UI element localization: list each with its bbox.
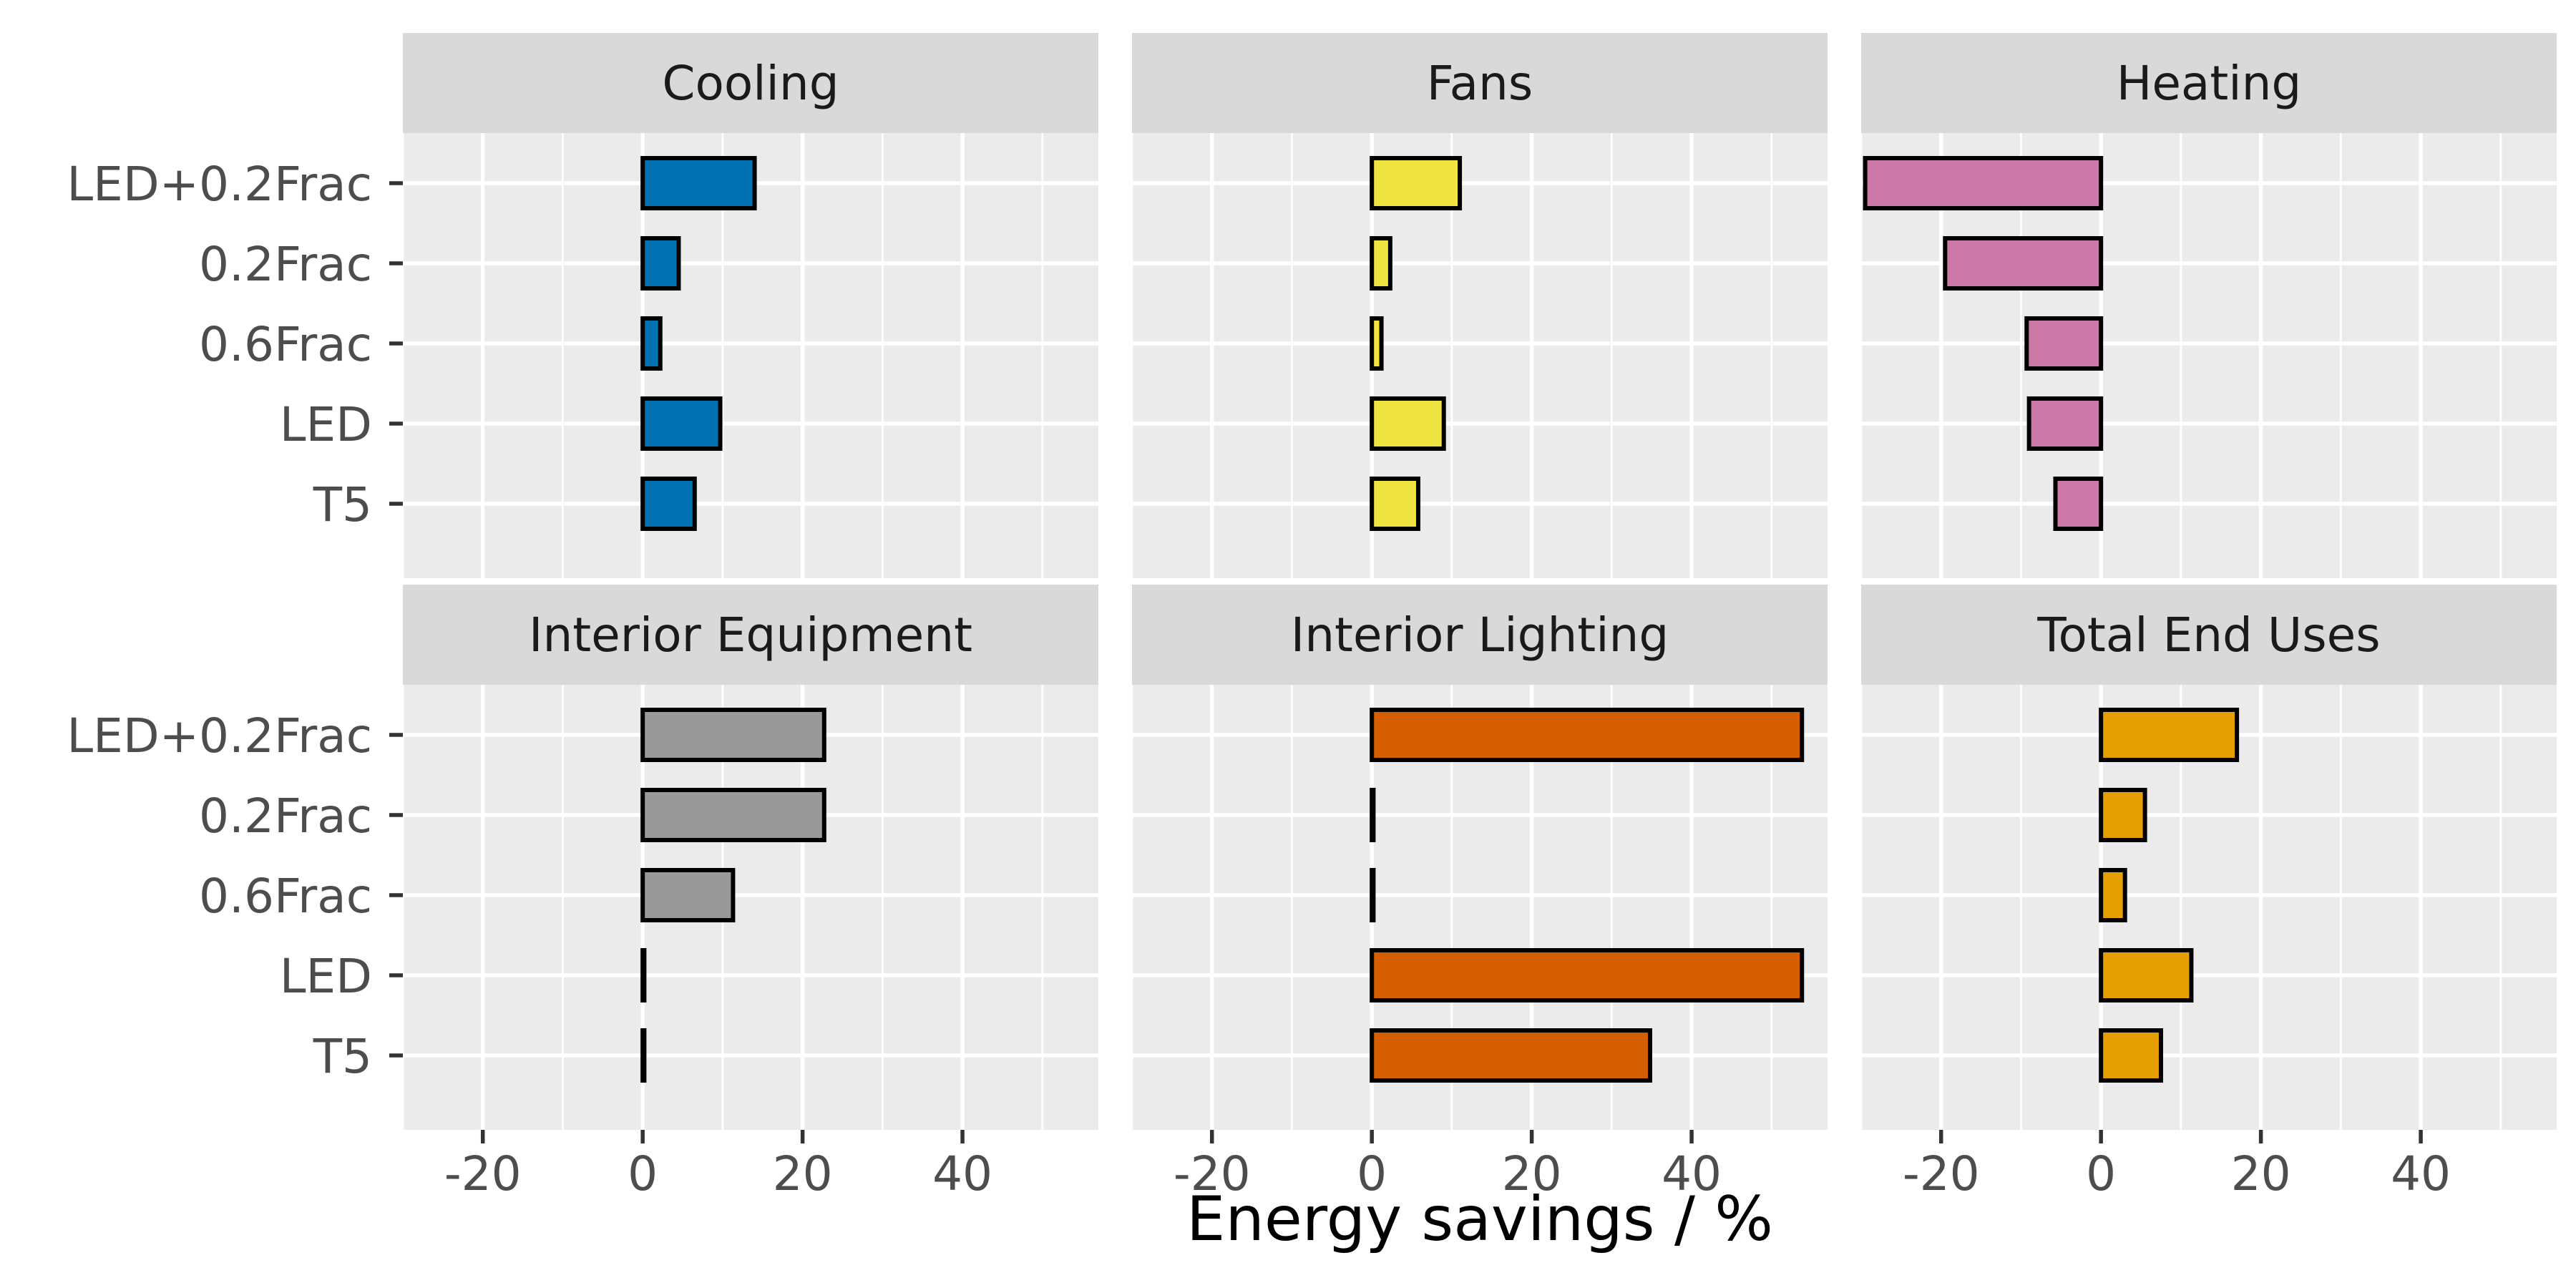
strip-background [403, 33, 1098, 133]
y-tick-label: 0.2Frac [199, 237, 372, 292]
strip-label: Interior Equipment [529, 608, 972, 663]
y-tick-label: LED+0.2Frac [67, 157, 372, 212]
strip-label: Total End Uses [2036, 608, 2380, 663]
bar-cooling-t5 [640, 477, 697, 531]
bar-cooling-led [640, 396, 723, 451]
strip-label: Cooling [662, 56, 839, 111]
bar-fans-t5 [1370, 477, 1420, 531]
bar-interior-lighting-led [1370, 948, 1805, 1002]
y-tick-label: T5 [313, 1029, 372, 1084]
x-axis-title: Energy savings / % [1186, 1184, 1773, 1255]
y-tick-label: LED [280, 397, 372, 452]
strip-background [1132, 33, 1828, 133]
y-tick-label: 0.6Frac [199, 869, 372, 924]
bar-heating-t5 [2053, 477, 2104, 531]
bar-fans-0-6frac [1370, 316, 1384, 371]
x-tick-label: 0 [1357, 1146, 1387, 1201]
y-tick-label: T5 [313, 477, 372, 532]
strip-background [1132, 585, 1828, 685]
bar-interior-lighting-led-0-2frac [1370, 708, 1805, 762]
panel-interior-lighting: Interior Lighting [1131, 585, 1828, 1130]
bar-heating-led-0-2frac [1863, 156, 2104, 210]
y-tick-label: LED+0.2Frac [67, 708, 372, 763]
bar-interior-equipment-led-0-2frac [640, 708, 826, 762]
panel-cooling: Cooling [401, 33, 1098, 578]
panel-background [1132, 133, 1828, 578]
bar-heating-led [2026, 396, 2104, 451]
bar-total-end-uses-led-0-2frac [2099, 708, 2240, 762]
bar-interior-lighting-t5 [1370, 1028, 1652, 1083]
bar-total-end-uses-0-2frac [2099, 788, 2147, 842]
y-tick-label: 0.2Frac [199, 789, 372, 844]
x-tick-label: 20 [773, 1146, 833, 1201]
strip-background [403, 585, 1098, 685]
bar-interior-lighting-0-2frac [1370, 788, 1376, 842]
x-axis: -20 0 20 40 -20 0 20 40 -20 0 20 40 [444, 1130, 2451, 1201]
y-tick-label: LED [280, 949, 372, 1004]
strip-label: Interior Lighting [1291, 608, 1669, 663]
x-tick-label: 0 [2086, 1146, 2116, 1201]
strip-label: Heating [2117, 56, 2302, 111]
bar-cooling-led-0-2frac [640, 156, 757, 210]
bar-total-end-uses-t5 [2099, 1028, 2163, 1083]
x-tick-label: 40 [2391, 1146, 2451, 1201]
bar-total-end-uses-0-6frac [2099, 868, 2127, 922]
bar-fans-0-2frac [1370, 236, 1392, 291]
bar-interior-equipment-t5 [640, 1028, 647, 1083]
strip-label: Fans [1427, 56, 1533, 111]
bar-heating-0-2frac [1943, 236, 2104, 291]
bar-interior-equipment-0-2frac [640, 788, 826, 842]
panel-heating: Heating [1860, 33, 2557, 578]
bar-cooling-0-6frac [640, 316, 663, 371]
bar-cooling-0-2frac [640, 236, 681, 291]
y-tick-label: 0.6Frac [199, 317, 372, 372]
x-tick-label: 20 [2231, 1146, 2291, 1201]
x-tick-label: 0 [628, 1146, 658, 1201]
bar-interior-equipment-led [640, 948, 647, 1002]
panel-interior-equipment: Interior Equipment [401, 585, 1098, 1130]
y-axis: LED+0.2Frac 0.2Frac 0.6Frac LED T5 LED+0.2Fra… [67, 157, 403, 1084]
bar-fans-led-0-2frac [1370, 156, 1463, 210]
bar-heating-0-6frac [2024, 316, 2104, 371]
x-tick-label: 20 [1502, 1146, 1562, 1201]
bar-interior-lighting-0-6frac [1370, 868, 1376, 922]
bar-interior-equipment-0-6frac [640, 868, 736, 922]
strip-background [1861, 33, 2557, 133]
x-tick-label: -20 [1174, 1146, 1251, 1201]
bar-total-end-uses-led [2099, 948, 2194, 1002]
x-tick-label: 40 [932, 1146, 992, 1201]
facet-panels: Cooling Fans Heating Interior Equipment Inte… [401, 33, 2557, 1130]
x-tick-label: -20 [1903, 1146, 1980, 1201]
x-tick-label: 40 [1662, 1146, 1722, 1201]
strip-background [1861, 585, 2557, 685]
bar-fans-led [1370, 396, 1446, 451]
x-tick-label: -20 [444, 1146, 522, 1201]
panel-fans: Fans [1131, 33, 1828, 578]
panel-total-end-uses: Total End Uses [1860, 585, 2557, 1130]
